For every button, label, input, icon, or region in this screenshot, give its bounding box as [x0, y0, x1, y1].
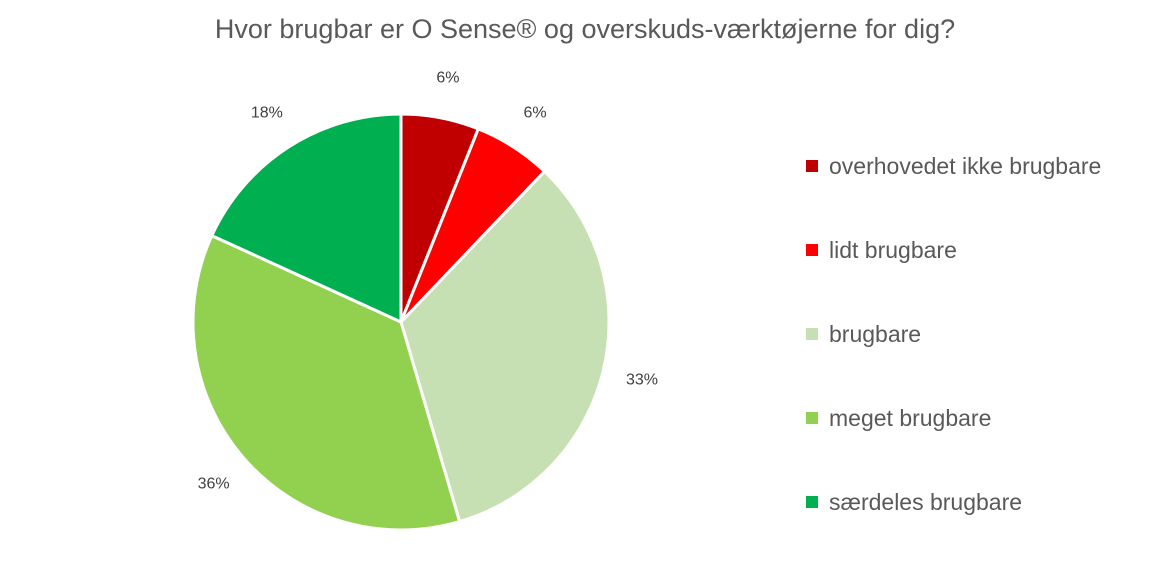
legend-label: overhovedet ikke brugbare — [829, 153, 1102, 179]
legend: overhovedet ikke brugbare lidt brugbare … — [806, 140, 1101, 560]
pie-slice-meget-brugbare — [191, 234, 462, 532]
chart-title: Hvor brugbar er O Sense® og overskuds-væ… — [214, 14, 956, 44]
legend-item-lidt-brugbare: lidt brugbare — [806, 224, 1101, 308]
legend-item-saerdeles-brugbare: særdeles brugbare — [806, 476, 1101, 560]
pie-slices — [191, 112, 611, 532]
legend-item-meget-brugbare: meget brugbare — [806, 392, 1101, 476]
data-label-brugbare: 33% — [626, 372, 658, 389]
legend-swatch — [806, 496, 818, 508]
legend-label: meget brugbare — [829, 405, 992, 431]
legend-label: lidt brugbare — [829, 237, 957, 263]
data-label-meget-brugbare: 36% — [198, 476, 230, 493]
legend-label: særdeles brugbare — [829, 489, 1023, 515]
data-label-saerdeles-brugbare: 18% — [251, 105, 283, 122]
pie-slice-brugbare — [399, 169, 611, 524]
legend-swatch — [806, 412, 818, 424]
legend-swatch — [806, 160, 818, 172]
legend-label: brugbare — [829, 321, 922, 347]
pie-slice-saerdeles-brugbare — [210, 112, 403, 324]
legend-item-overhovedet-ikke-brugbare: overhovedet ikke brugbare — [806, 140, 1101, 224]
legend-swatch — [806, 244, 818, 256]
data-label-overhovedet-ikke-brugbare: 6% — [436, 70, 459, 87]
legend-swatch — [806, 328, 818, 340]
pie-data-labels: 6% 6% 33% 36% 18% — [198, 70, 658, 493]
legend-item-brugbare: brugbare — [806, 308, 1101, 392]
data-label-lidt-brugbare: 6% — [524, 105, 547, 122]
